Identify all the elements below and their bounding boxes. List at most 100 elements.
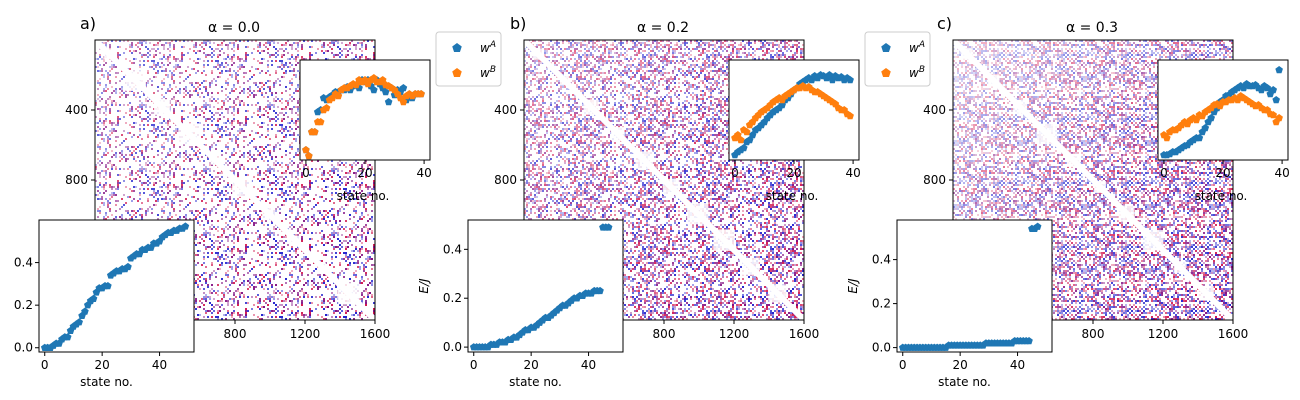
inset-xtick-label: 0 xyxy=(899,358,907,372)
inset-ylabel: E/J xyxy=(417,278,431,294)
panel-b: b) α = 0.2 800 1200 1600 400 800 0 20 40 state n… xyxy=(417,14,861,389)
heatmap-xtick-label: 1200 xyxy=(290,327,321,341)
data-point-wB xyxy=(1269,111,1278,119)
panel-label-c: c) xyxy=(937,14,952,33)
data-point-wB xyxy=(399,98,408,106)
data-point-wA xyxy=(1269,86,1278,94)
heatmap-diagonal-block xyxy=(211,156,220,165)
data-point-wA xyxy=(1201,124,1210,132)
heatmap-xtick-label: 800 xyxy=(1082,327,1105,341)
inset-energy-0: 0 20 40 state no. 0.0 0.2 0.4 xyxy=(14,219,195,389)
heatmap-diagonal-block xyxy=(232,177,252,197)
data-point-wB xyxy=(734,131,742,139)
panel-title-b: α = 0.2 xyxy=(637,20,689,36)
legend-2-wB-label: wB xyxy=(909,65,925,80)
inset-xtick-label: 0 xyxy=(41,358,49,372)
legend-2-frame xyxy=(864,31,931,87)
data-point-E/J xyxy=(604,223,613,231)
heatmap-diagonal-block xyxy=(532,48,544,60)
data-point-wB xyxy=(378,76,387,84)
data-point-wB xyxy=(1163,134,1171,142)
inset-frame xyxy=(467,219,624,353)
data-point-E/J xyxy=(75,318,83,326)
legend-1: wA wB xyxy=(435,31,502,87)
data-point-wA xyxy=(825,71,834,79)
inset-xtick-label: 0 xyxy=(470,358,478,372)
heatmap-diagonal-block xyxy=(742,258,760,276)
inset-weights-1: 0 20 40 state no. xyxy=(728,59,861,203)
heatmap-diagonal-block xyxy=(337,282,360,305)
panel-title-c: α = 0.3 xyxy=(1066,20,1118,36)
inset-xtick-label: 20 xyxy=(357,166,372,180)
data-point-wB xyxy=(846,112,854,120)
inset-xtick-label: 20 xyxy=(524,358,539,372)
data-point-wB xyxy=(417,90,425,98)
data-point-wB xyxy=(310,128,319,136)
heatmap-xtick-label: 1600 xyxy=(789,327,820,341)
inset-weights-2: 0 20 40 state no. xyxy=(1157,59,1290,203)
data-point-wA xyxy=(1275,66,1283,74)
panel-label-b: b) xyxy=(510,14,526,33)
data-point-E/J xyxy=(596,286,604,295)
heatmap-ytick-label: 800 xyxy=(923,173,946,187)
heatmap-diagonal-block xyxy=(103,48,115,60)
data-point-wA xyxy=(1195,134,1204,142)
legend-2: wA wB xyxy=(864,31,931,87)
inset-weights-0: 0 20 40 state no. xyxy=(299,59,432,203)
heatmap-diagonal-block xyxy=(317,262,327,272)
heatmap-diagonal-block xyxy=(662,178,680,196)
heatmap-diagonal-block xyxy=(1093,180,1107,194)
panel-title-a: α = 0.0 xyxy=(208,20,260,36)
heatmap-diagonal-block xyxy=(610,126,625,141)
inset-xtick-label: 20 xyxy=(1215,166,1230,180)
heatmap-diagonal-block xyxy=(559,75,570,86)
heatmap-diagonal-block xyxy=(635,151,654,170)
heatmap-diagonal-block xyxy=(153,98,171,116)
data-point-wB xyxy=(334,92,343,100)
heatmap-diagonal-block xyxy=(1066,153,1081,168)
inset-xlabel: state no. xyxy=(80,375,133,389)
inset-xtick-label: 20 xyxy=(953,358,968,372)
legend-1-wB-marker xyxy=(452,68,462,78)
inset-xtick-label: 0 xyxy=(731,166,739,180)
legend-2-wA-marker xyxy=(881,43,891,53)
heatmap-ytick-label: 400 xyxy=(494,103,517,117)
heatmap-ytick-label: 800 xyxy=(494,173,517,187)
data-point-wB xyxy=(322,104,331,112)
inset-ytick-label: 0.4 xyxy=(443,242,462,256)
data-point-wA xyxy=(370,86,378,94)
heatmap-ytick-label: 400 xyxy=(65,103,88,117)
heatmap-diagonal-block xyxy=(1118,205,1135,222)
data-point-E/J xyxy=(1025,337,1033,345)
inset-xlabel: state no. xyxy=(509,375,562,389)
data-point-wA xyxy=(1272,96,1280,104)
heatmap-diagonal-block xyxy=(262,207,276,221)
panel-label-a: a) xyxy=(80,14,96,33)
heatmap-diagonal xyxy=(953,40,1233,320)
inset-xtick-label: 40 xyxy=(1274,166,1289,180)
heatmap-xtick-label: 800 xyxy=(653,327,676,341)
data-point-wA xyxy=(381,88,390,96)
legend-1-wB-label: wB xyxy=(480,65,496,80)
heatmap-xtick-label: 1200 xyxy=(719,327,750,341)
heatmap-xtick-label: 1600 xyxy=(360,327,391,341)
inset-xlabel: state no. xyxy=(1195,189,1248,203)
heatmap-diagonal-block xyxy=(125,70,146,91)
data-point-wA xyxy=(1207,114,1215,122)
data-point-E/J xyxy=(89,294,98,303)
heatmap-xtick-label: 1200 xyxy=(1148,327,1179,341)
inset-xtick-label: 40 xyxy=(1010,358,1025,372)
inset-xtick-label: 20 xyxy=(95,358,110,372)
data-point-wB xyxy=(737,136,745,144)
inset-xtick-label: 20 xyxy=(786,166,801,180)
inset-xtick-label: 40 xyxy=(581,358,596,372)
heatmap-diagonal-block xyxy=(961,48,973,60)
data-point-wA xyxy=(846,76,854,84)
inset-ytick-label: 0.2 xyxy=(872,297,891,311)
data-point-wA xyxy=(1263,84,1272,92)
heatmap-diagonal-block xyxy=(1199,286,1214,301)
data-point-E/J xyxy=(124,262,132,271)
